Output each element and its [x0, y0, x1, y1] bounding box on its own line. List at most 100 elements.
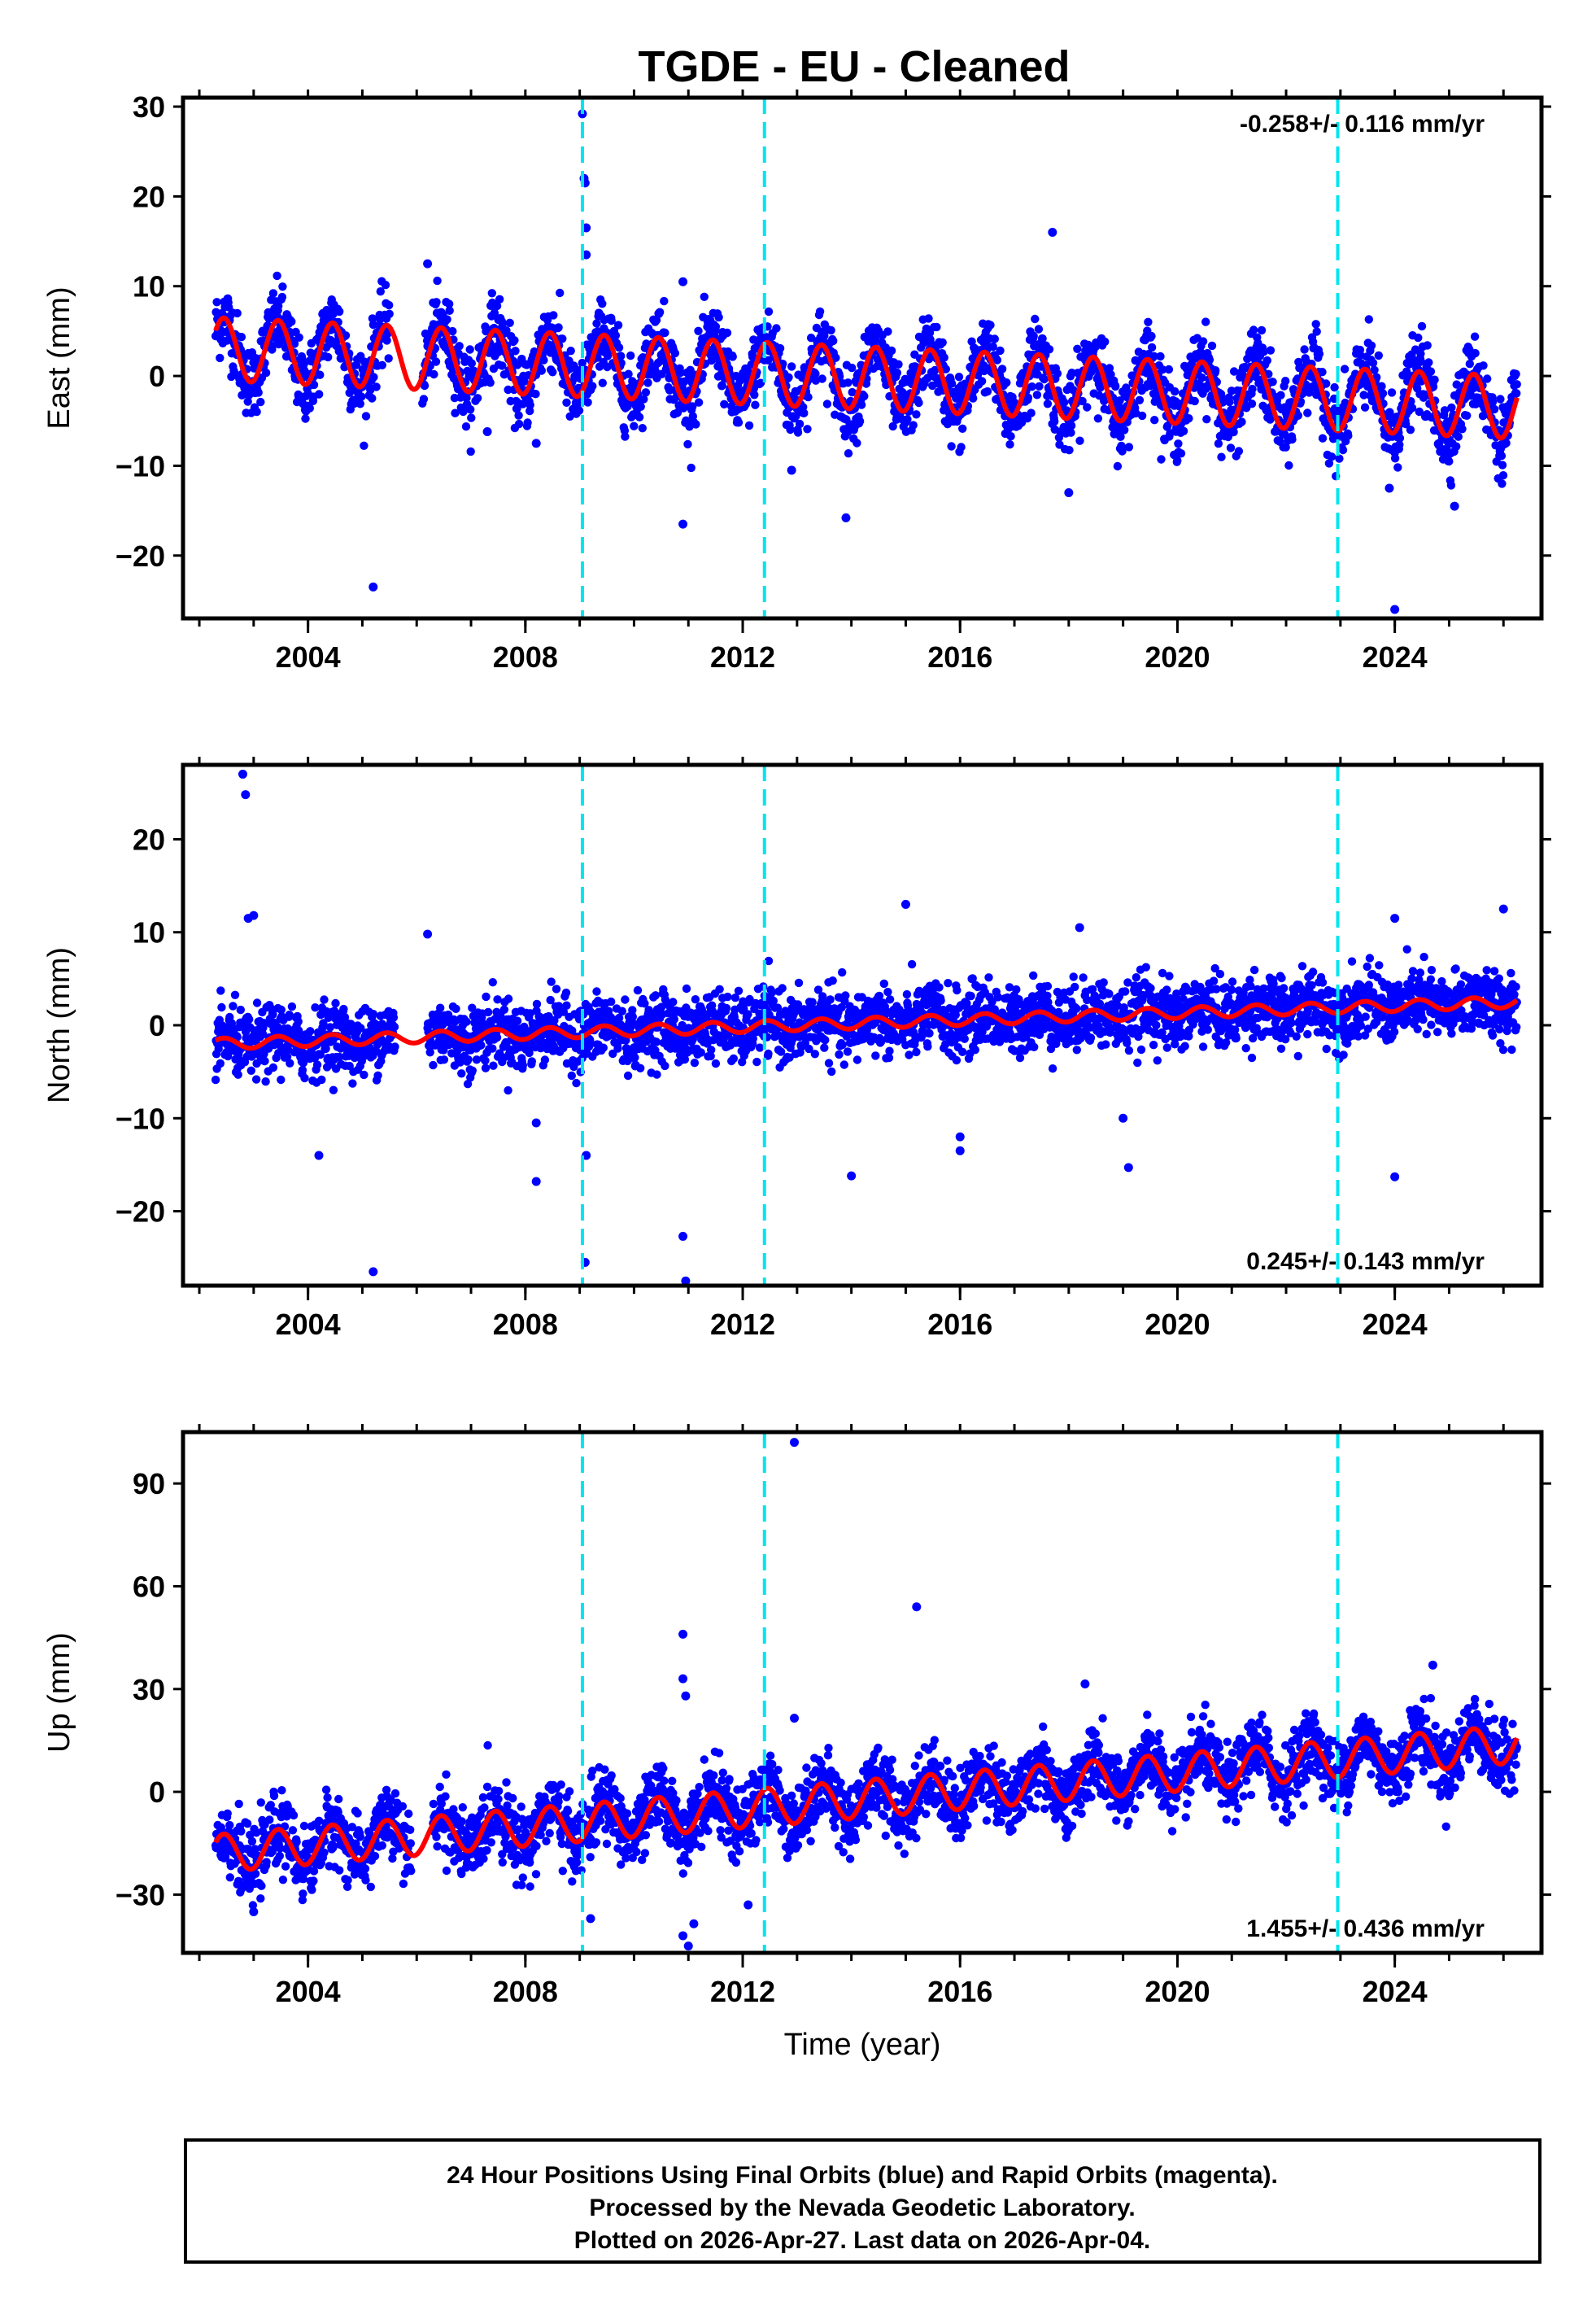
- data-point: [1012, 985, 1021, 994]
- data-point: [284, 1046, 293, 1055]
- data-point: [420, 381, 430, 391]
- data-point: [636, 1063, 645, 1073]
- data-point: [1498, 479, 1507, 488]
- data-point: [578, 358, 587, 368]
- data-point: [311, 1003, 320, 1012]
- data-point: [902, 989, 912, 999]
- data-point: [1281, 443, 1290, 452]
- data-point: [764, 307, 774, 317]
- data-point: [1029, 971, 1038, 980]
- data-point: [1031, 314, 1040, 324]
- data-point: [947, 379, 957, 388]
- data-point: [855, 417, 865, 426]
- data-point: [1105, 364, 1114, 373]
- data-point: [1335, 454, 1344, 463]
- data-point: [1259, 347, 1268, 356]
- data-point: [831, 353, 840, 362]
- data-point: [1164, 365, 1174, 374]
- data-point: [356, 1024, 365, 1033]
- data-point: [499, 1005, 509, 1015]
- data-point: [1447, 403, 1456, 413]
- data-point: [445, 299, 454, 308]
- data-point: [518, 1061, 527, 1070]
- data-point: [1359, 391, 1368, 400]
- data-point: [495, 295, 504, 304]
- data-point: [1015, 1053, 1025, 1063]
- data-point: [430, 369, 438, 379]
- data-point: [706, 1051, 715, 1061]
- data-point: [451, 1004, 460, 1014]
- data-point: [1393, 463, 1402, 472]
- x-tick-label: 2016: [927, 640, 992, 674]
- data-point: [826, 325, 835, 335]
- data-point: [1322, 379, 1331, 388]
- data-point: [936, 996, 945, 1006]
- data-point: [468, 1066, 477, 1076]
- data-point: [251, 1075, 261, 1084]
- data-point: [317, 1075, 326, 1085]
- data-point: [588, 382, 597, 391]
- data-point: [1132, 408, 1140, 417]
- data-point: [1415, 407, 1424, 417]
- data-point: [1470, 332, 1480, 341]
- data-point: [556, 288, 565, 298]
- data-point: [514, 419, 524, 429]
- data-point: [984, 973, 993, 982]
- data-point: [990, 334, 1000, 343]
- data-point: [1122, 383, 1131, 392]
- data-point: [211, 1075, 220, 1085]
- data-point: [894, 360, 903, 369]
- data-point: [784, 373, 793, 382]
- data-point: [254, 388, 263, 397]
- data-point: [1458, 425, 1467, 434]
- data-point: [390, 1022, 399, 1032]
- data-point: [432, 298, 441, 307]
- data-point: [883, 327, 892, 336]
- data-point: [613, 1044, 622, 1053]
- data-point: [773, 1003, 783, 1012]
- data-point: [772, 324, 781, 333]
- data-point: [243, 397, 252, 406]
- data-point: [871, 335, 880, 344]
- data-point: [583, 398, 592, 407]
- data-point: [623, 1071, 633, 1081]
- data-point: [620, 426, 630, 435]
- data-point: [1390, 454, 1400, 463]
- y-tick-label: −20: [116, 539, 165, 573]
- data-point: [803, 425, 812, 434]
- y-axis-label: East (mm): [42, 286, 76, 429]
- data-point: [688, 402, 697, 411]
- data-point: [720, 400, 729, 408]
- data-point: [382, 336, 391, 345]
- data-point: [335, 307, 344, 317]
- data-point: [841, 991, 850, 1000]
- data-point: [907, 959, 917, 969]
- data-point: [778, 984, 787, 993]
- data-point: [1340, 365, 1350, 373]
- data-point: [260, 1056, 269, 1066]
- data-point: [607, 316, 616, 325]
- data-point: [487, 289, 496, 298]
- outlier-point: [678, 277, 688, 286]
- data-point: [1249, 325, 1258, 334]
- data-point: [315, 390, 324, 399]
- data-point: [879, 979, 889, 989]
- data-point: [1116, 432, 1125, 441]
- data-point: [714, 312, 723, 322]
- data-point: [983, 387, 992, 396]
- data-point: [1378, 389, 1388, 398]
- data-point: [376, 287, 385, 296]
- data-point: [1512, 380, 1521, 389]
- data-point: [1030, 1042, 1039, 1052]
- data-point: [1205, 356, 1214, 365]
- data-point: [1318, 434, 1328, 443]
- data-point: [1044, 345, 1054, 354]
- data-point: [944, 979, 953, 988]
- data-point: [1498, 461, 1507, 469]
- data-point: [750, 391, 759, 400]
- data-point: [822, 400, 832, 408]
- data-point: [1452, 442, 1461, 451]
- data-point: [1315, 349, 1324, 359]
- data-point: [1157, 455, 1166, 464]
